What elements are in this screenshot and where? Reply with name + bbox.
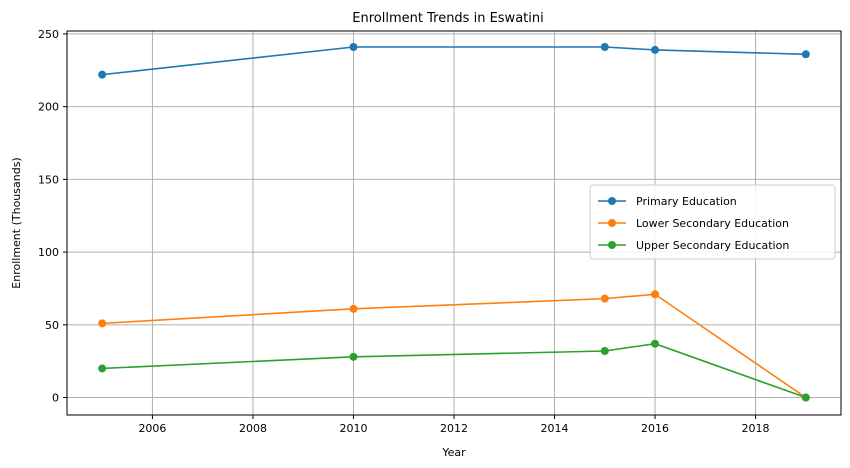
legend-marker (608, 241, 616, 249)
y-tick-label: 200 (38, 101, 59, 114)
x-tick-label: 2012 (440, 422, 468, 435)
legend-marker (608, 197, 616, 205)
data-point (349, 304, 358, 313)
x-axis-ticks: 2006 2008 2010 2012 2014 2016 2018 (138, 415, 770, 435)
x-tick-label: 2006 (138, 422, 166, 435)
data-point (651, 290, 660, 299)
series-0 (98, 43, 810, 79)
data-point (98, 70, 107, 79)
chart-title: Enrollment Trends in Eswatini (352, 11, 543, 26)
data-point (349, 43, 358, 51)
y-tick-label: 250 (38, 28, 59, 41)
data-point (600, 43, 609, 51)
y-axis-label: Enrollment (Thousands) (10, 157, 23, 288)
data-point (98, 319, 107, 328)
y-axis-ticks: 0 50 100 150 200 250 (38, 28, 67, 405)
data-point (651, 339, 660, 348)
x-axis-label: Year (441, 446, 466, 459)
x-tick-label: 2010 (339, 422, 367, 435)
data-point (349, 352, 358, 361)
x-tick-label: 2014 (541, 422, 569, 435)
data-point (600, 347, 609, 355)
legend-box (589, 184, 836, 260)
y-tick-label: 150 (38, 173, 59, 186)
data-point (600, 294, 609, 303)
series-2 (98, 339, 810, 402)
data-point (801, 393, 810, 402)
data-point (98, 364, 107, 373)
legend-label: Upper Secondary Education (636, 239, 789, 252)
legend-label: Primary Education (636, 195, 737, 208)
legend-marker (608, 219, 616, 227)
legend: Primary Education Lower Secondary Educati… (589, 184, 836, 260)
y-tick-label: 50 (45, 319, 59, 332)
data-point (651, 45, 660, 54)
y-tick-label: 100 (38, 246, 59, 259)
y-tick-label: 0 (52, 392, 59, 405)
x-tick-label: 2008 (239, 422, 267, 435)
x-tick-label: 2016 (641, 422, 669, 435)
series-layer (98, 43, 810, 402)
x-tick-label: 2018 (742, 422, 770, 435)
legend-label: Lower Secondary Education (636, 217, 789, 230)
data-point (801, 50, 810, 59)
